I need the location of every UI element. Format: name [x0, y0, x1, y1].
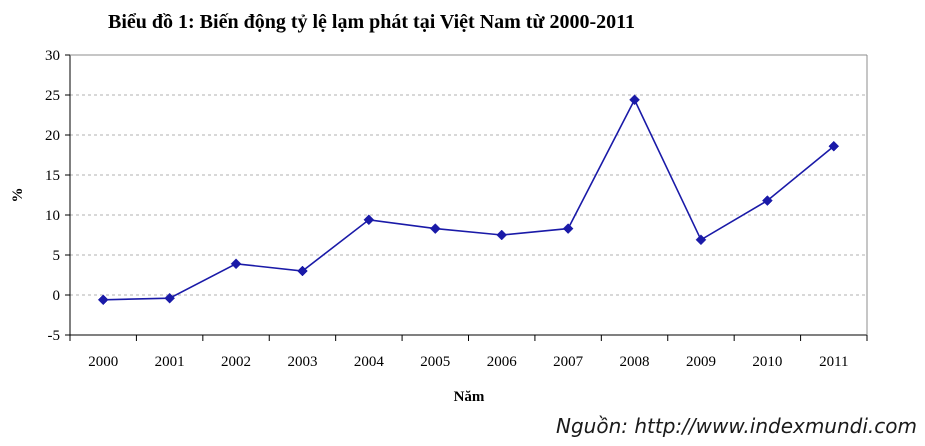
y-tick-label: 30	[45, 48, 60, 64]
data-point-marker	[828, 140, 840, 152]
x-tick-label: 2007	[553, 354, 584, 370]
y-axis-label: %	[10, 188, 26, 203]
data-point-marker	[297, 265, 308, 277]
x-tick-label: 2006	[487, 354, 518, 370]
x-tick-label: 2004	[354, 354, 385, 370]
y-tick-label: 0	[53, 288, 61, 304]
x-tick-label: 2003	[287, 354, 317, 370]
data-point-marker	[762, 195, 773, 206]
data-series	[97, 94, 840, 306]
x-tick-label: 2011	[819, 354, 848, 370]
x-tick-label: 2008	[620, 354, 650, 370]
data-point-marker	[97, 294, 109, 306]
data-point-marker	[429, 223, 441, 234]
y-tick-labels: -5 0 5 10 15 20 25 30	[45, 48, 60, 344]
x-tick-label: 2009	[686, 354, 716, 370]
series-line	[103, 97, 835, 301]
x-tick-label: 2002	[221, 354, 251, 370]
data-point-marker	[230, 258, 242, 270]
x-tick-label: 2010	[752, 354, 782, 370]
x-tick-label: 2000	[88, 354, 118, 370]
y-tick-label: 5	[53, 248, 61, 264]
chart-title: Biểu đồ 1: Biến động tỷ lệ lạm phát tại …	[108, 11, 635, 33]
data-point-marker	[695, 234, 707, 246]
axes	[65, 54, 868, 341]
x-axis-label: Năm	[454, 389, 485, 405]
y-tick-label: -5	[48, 328, 61, 344]
data-point-marker	[363, 214, 375, 226]
y-tick-label: 10	[45, 208, 60, 224]
y-tick-label: 20	[45, 128, 60, 144]
x-tick-labels: 2000 2001 2002 2003 2004 2005 2006 2007 2008 2009…	[88, 354, 848, 370]
gridlines	[70, 54, 867, 296]
data-point-marker	[496, 229, 508, 241]
y-tick-label: 25	[45, 88, 60, 104]
x-tick-label: 2005	[420, 354, 450, 370]
data-point-marker	[562, 223, 574, 234]
y-tick-label: 15	[45, 168, 60, 184]
data-point-marker	[629, 94, 640, 106]
data-point-marker	[164, 292, 175, 304]
x-tick-label: 2001	[155, 354, 185, 370]
source-note: Nguồn: http://www.indexmundi.com	[556, 414, 917, 438]
